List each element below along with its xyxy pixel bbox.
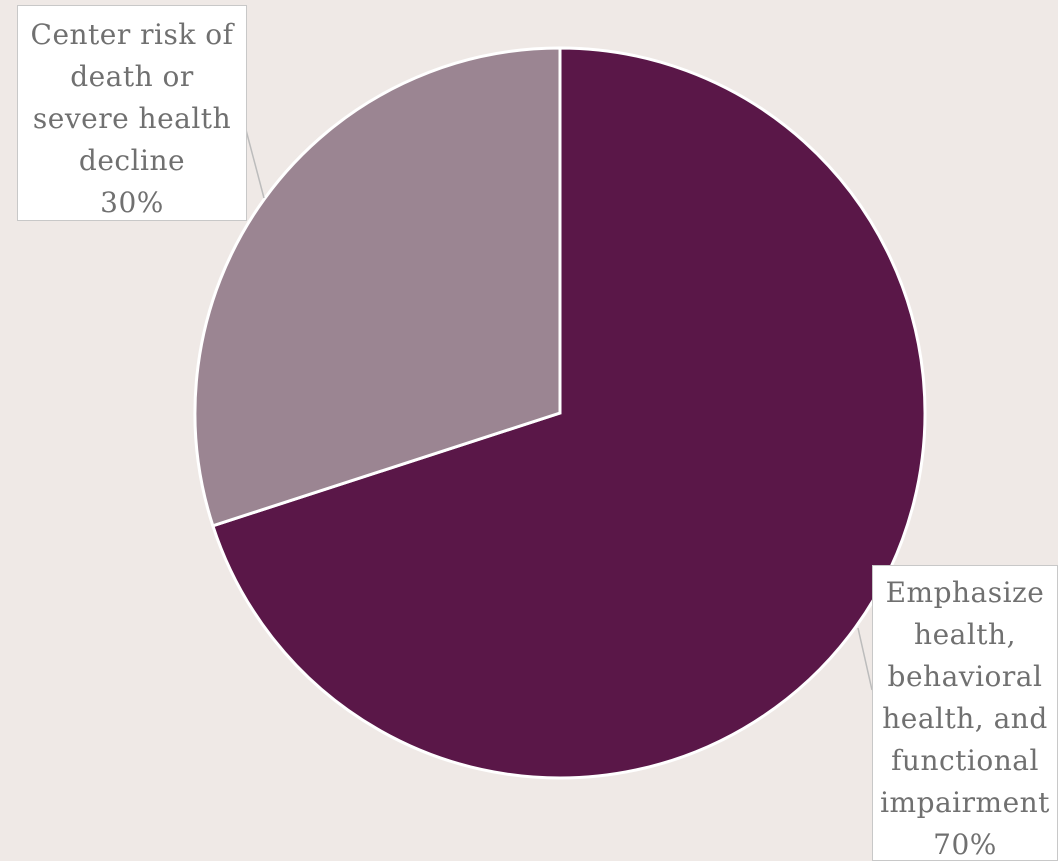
data-label-emphasize-health-percent: 70% [933, 828, 997, 861]
label-line: decline [78, 144, 186, 177]
label-line: behavioral [887, 660, 1043, 693]
data-label-emphasize-health: Emphasize health, behavioral health, and fun… [872, 565, 1058, 861]
leader-line-emphasize-health [857, 627, 873, 691]
label-line: impairment [880, 786, 1050, 819]
label-line: Emphasize [885, 576, 1045, 609]
label-line: health, and [882, 702, 1048, 735]
data-label-center-risk-text: Center risk of death or severe health decli… [18, 14, 246, 182]
label-line: health, [914, 618, 1016, 651]
pie-slice-center-risk [193, 46, 562, 528]
pie-slice-emphasize-health [210, 46, 927, 780]
data-label-center-risk: Center risk of death or severe health decli… [17, 5, 247, 221]
data-label-center-risk-percent: 30% [100, 186, 164, 219]
leader-line-center-risk [245, 129, 265, 199]
label-line: Center risk of [30, 18, 234, 51]
label-line: death or [70, 60, 194, 93]
label-line: severe health [32, 102, 232, 135]
data-label-emphasize-health-text: Emphasize health, behavioral health, and fun… [873, 572, 1057, 824]
label-line: functional [891, 744, 1039, 777]
